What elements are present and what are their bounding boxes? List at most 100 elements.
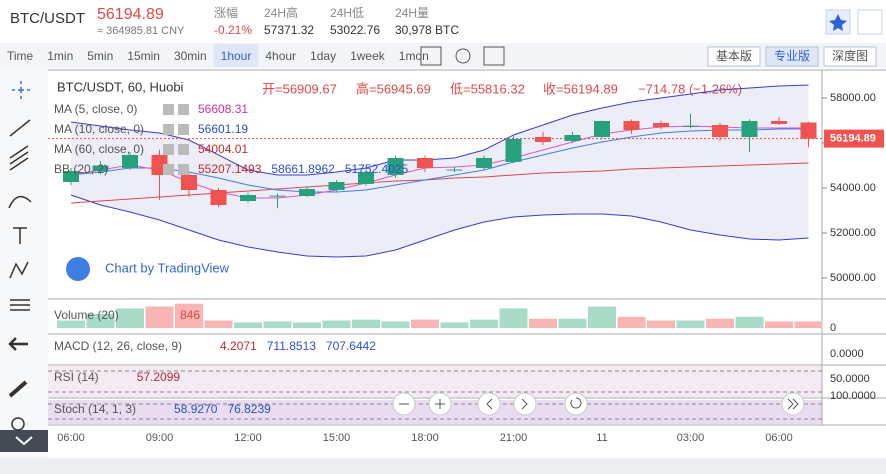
volume-bar [558, 318, 587, 328]
pattern-icon[interactable] [9, 261, 29, 279]
volume-bar [440, 322, 469, 328]
interval-button[interactable]: 1hour [221, 49, 252, 63]
volume-bar [529, 318, 557, 328]
volume-bar [57, 320, 85, 328]
x-tick-label: 15:00 [323, 432, 351, 444]
study-settings[interactable] [163, 124, 174, 135]
study-remove[interactable] [178, 124, 189, 135]
zoom-icon[interactable] [11, 417, 25, 431]
stat-value: -0.21% [214, 23, 252, 37]
brush-icon[interactable] [8, 195, 32, 209]
volume-bar [706, 318, 734, 328]
last-price-label: 56194.89 [830, 133, 876, 145]
collapse-button[interactable] [0, 430, 48, 452]
stat-value: 53022.76 [330, 23, 380, 37]
line-ma10 [70, 128, 809, 193]
interval-button[interactable]: 4hour [265, 49, 296, 63]
view-button[interactable] [707, 46, 761, 67]
candle-body [92, 165, 109, 171]
study-settings[interactable] [163, 144, 174, 155]
study-remove[interactable] [178, 164, 189, 175]
y-tick-label: 52000.00 [830, 227, 876, 239]
study-name: MA (60, close, 0) [54, 142, 144, 156]
view-label: 深度图 [832, 48, 868, 63]
x-tick-label: 21:00 [500, 432, 528, 444]
volume-bar [234, 322, 262, 328]
study-remove[interactable] [178, 144, 189, 155]
scroll-left[interactable] [477, 392, 501, 416]
candle-body [623, 120, 640, 130]
interval-button[interactable]: 1week [350, 49, 386, 63]
scroll-right[interactable] [513, 392, 537, 416]
back-icon[interactable] [8, 337, 28, 351]
candle-body [387, 158, 404, 175]
candle-body [210, 189, 227, 206]
pane-borders [48, 69, 886, 426]
reset[interactable] [564, 392, 588, 416]
stoch-value: 58.9270 [174, 402, 218, 416]
stoch-value: 76.8239 [227, 402, 271, 416]
interval-button[interactable]: 1day [310, 49, 336, 63]
text-icon[interactable] [13, 227, 27, 244]
watermark: Chart by TradingView [105, 260, 230, 275]
indicator-icon[interactable] [455, 48, 471, 64]
settings-button[interactable] [857, 9, 883, 35]
screenshot-icon[interactable] [483, 46, 505, 66]
compare-icon[interactable] [420, 46, 442, 66]
interval-button[interactable]: 5min [87, 49, 113, 63]
volume-bar [381, 321, 410, 328]
rsi-name: RSI (14) [54, 370, 99, 384]
study-value: 56608.31 [198, 102, 248, 116]
fib-icon[interactable] [9, 145, 29, 171]
volume-bar [765, 321, 793, 328]
volume-bar [204, 320, 233, 328]
study-settings[interactable] [163, 104, 174, 115]
legend-low: 低=55816.32 [450, 81, 525, 96]
interval-button[interactable]: Time [7, 49, 34, 63]
projection-icon[interactable] [10, 299, 30, 311]
candle-body [682, 125, 699, 127]
x-tick-label: 12:00 [234, 432, 262, 444]
trend-icon[interactable] [9, 119, 31, 137]
candle-body [269, 195, 286, 197]
view-label: 专业版 [774, 48, 810, 63]
candle-body [771, 120, 787, 124]
view-button[interactable] [765, 46, 819, 67]
legend-symbol: BTC/USDT, 60, Huobi [57, 79, 184, 94]
legend-open: 开=56909.67 [262, 81, 337, 96]
stoch-axis-label: 100.0000 [830, 390, 876, 402]
x-tick-label: 06:00 [57, 432, 85, 444]
interval-button[interactable]: 30min [174, 49, 207, 63]
candle-body [505, 138, 522, 162]
line-bb-lower [70, 194, 809, 258]
watermark-logo [66, 257, 90, 281]
stat-label: 涨幅 [214, 5, 238, 20]
interval-button[interactable]: 1mon [399, 49, 429, 63]
study-name: MA (5, close, 0) [54, 102, 137, 116]
study-remove[interactable] [178, 104, 189, 115]
macd-value: 707.6442 [326, 339, 376, 353]
volume-bar [411, 319, 439, 328]
legend-close: 收=56194.89 [543, 81, 618, 96]
macd-value: 711.8513 [267, 339, 316, 353]
volume-bar [794, 321, 823, 328]
rsi-axis-label: 50.0000 [830, 373, 870, 385]
study-value: 58661.8962 [271, 162, 335, 176]
volume-bar [352, 319, 380, 328]
volume-bar [617, 316, 646, 328]
view-button[interactable] [823, 46, 877, 67]
crosshair-icon[interactable] [12, 81, 30, 99]
interval-button[interactable]: 1min [47, 49, 73, 63]
footer-bar [0, 458, 886, 474]
study-value: 55207.1493 [198, 162, 262, 176]
cny-price: ≈ 364985.81 CNY [97, 25, 185, 37]
interval-button[interactable]: 15min [127, 49, 160, 63]
legend-high: 高=56945.69 [356, 81, 431, 96]
volume-bar [86, 314, 115, 328]
ruler-icon[interactable] [8, 380, 28, 398]
last-price-tag [824, 129, 884, 148]
study-settings[interactable] [163, 164, 174, 175]
volume-bar [499, 308, 528, 328]
active-interval [213, 44, 259, 67]
